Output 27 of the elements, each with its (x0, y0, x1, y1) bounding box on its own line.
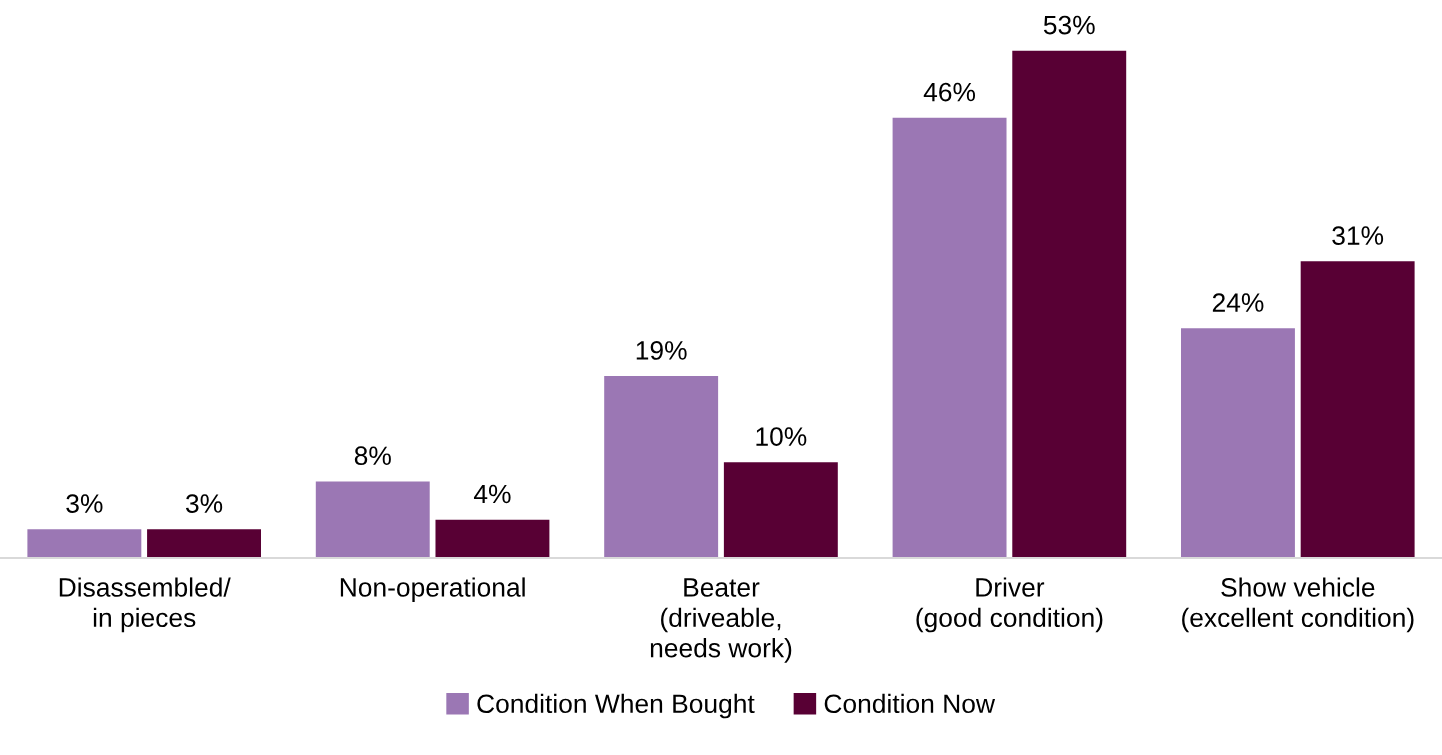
bar (723, 462, 838, 558)
data-label: 4% (473, 484, 511, 504)
data-label: 31% (1332, 226, 1384, 245)
data-label: 3% (185, 494, 223, 513)
data-label: 46% (923, 82, 976, 102)
x-tick-label: Non-operational (340, 577, 525, 602)
bar (1300, 261, 1415, 558)
bar (892, 117, 1007, 558)
bar (604, 376, 719, 558)
x-tick-label: Beater (driveable, needs work) (650, 578, 792, 663)
x-tick-label: Disassembled/ in pieces (59, 577, 231, 633)
data-label: 19% (636, 341, 687, 360)
x-tick-label: Driver (good condition) (916, 577, 1103, 633)
bar (27, 529, 142, 558)
x-tick-label: Show vehicle (excellent condition) (1182, 577, 1414, 633)
legend-label: Condition When Bought (477, 693, 755, 719)
data-label: 10% (756, 427, 807, 446)
bar (435, 519, 550, 558)
data-label: 53% (1043, 15, 1095, 35)
data-label: 3% (66, 494, 103, 513)
bar (1181, 328, 1295, 558)
bar (147, 529, 261, 558)
legend-label: Condition Now (824, 693, 996, 714)
bar (315, 481, 430, 558)
data-label: 8% (354, 446, 391, 466)
bar (1012, 50, 1127, 558)
data-label: 24% (1212, 293, 1264, 312)
